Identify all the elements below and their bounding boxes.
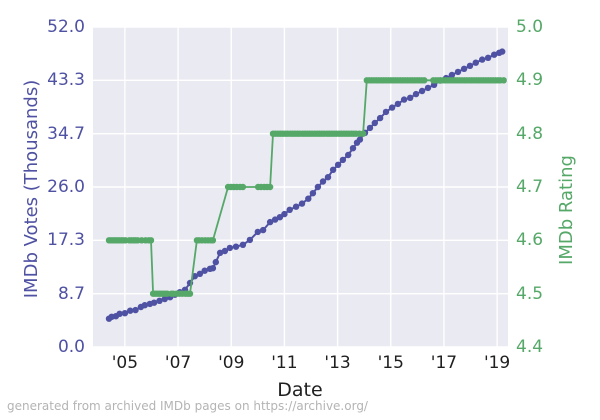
votes-point [132, 306, 139, 314]
votes-point [286, 206, 293, 213]
rating-point [186, 290, 194, 297]
votes-point [121, 310, 129, 317]
y-right-tick-label: 4.5 [516, 283, 544, 304]
votes-point [292, 203, 300, 210]
votes-point [334, 161, 342, 168]
votes-point [201, 267, 208, 274]
x-tick-label: '17 [430, 353, 458, 373]
votes-point [376, 114, 384, 122]
rating-point [359, 130, 367, 137]
votes-point [329, 166, 337, 173]
x-tick-label: '09 [218, 353, 245, 373]
rating-point [421, 77, 428, 84]
rating-point [147, 237, 155, 244]
left-axis-title: IMDb Votes (Thousands) [21, 79, 42, 299]
votes-point [418, 87, 426, 95]
votes-point [349, 145, 357, 152]
votes-point [412, 90, 420, 98]
votes-point [382, 108, 390, 116]
votes-point [400, 96, 408, 103]
votes-point [266, 218, 274, 226]
y-right-tick-label: 4.4 [516, 337, 544, 357]
votes-point [116, 310, 123, 317]
votes-point [371, 119, 378, 127]
votes-point [196, 270, 204, 277]
votes-point [212, 258, 219, 266]
votes-point [150, 299, 158, 306]
votes-point [226, 244, 234, 252]
votes-point [424, 84, 432, 92]
votes-point [491, 51, 498, 58]
votes-point [221, 247, 229, 255]
votes-point [127, 307, 134, 314]
votes-point [356, 136, 364, 143]
y-left-tick-label: 43.3 [47, 70, 85, 91]
rating-point [209, 237, 217, 244]
votes-point [141, 302, 148, 309]
votes-point [460, 65, 468, 73]
votes-point [254, 228, 261, 236]
votes-point [319, 178, 327, 185]
y-left-tick-label: 52.0 [47, 17, 85, 37]
votes-point [309, 190, 317, 197]
votes-point [276, 214, 284, 221]
right-axis-title: IMDb Rating [556, 155, 577, 265]
rating-point [239, 183, 247, 191]
votes-point [239, 241, 247, 248]
votes-point [216, 249, 224, 256]
votes-point [271, 216, 279, 223]
votes-point [305, 195, 312, 202]
y-left-tick-label: 0.0 [57, 337, 85, 357]
x-tick-label: '13 [324, 353, 351, 373]
y-left-tick-label: 34.7 [47, 123, 85, 144]
rating-point [266, 183, 274, 191]
x-tick-label: '15 [377, 353, 404, 373]
y-left-tick-label: 8.7 [57, 283, 85, 304]
y-left-tick-label: 26.0 [47, 177, 85, 197]
votes-point [161, 295, 168, 303]
y-right-tick-label: 4.6 [516, 230, 544, 251]
votes-point [324, 174, 332, 181]
votes-point [484, 54, 492, 61]
votes-point [314, 183, 322, 191]
votes-point [298, 200, 306, 207]
y-right-tick-label: 4.8 [516, 123, 544, 144]
x-tick-label: '11 [271, 353, 298, 373]
y-left-tick-label: 17.3 [47, 230, 85, 251]
votes-point [345, 151, 352, 159]
x-axis-title: Date [277, 379, 323, 401]
y-right-tick-label: 4.7 [516, 177, 544, 197]
x-tick-label: '19 [483, 353, 511, 373]
votes-point [388, 104, 396, 111]
y-right-tick-label: 4.9 [516, 70, 544, 91]
votes-point [156, 297, 163, 304]
votes-point [466, 62, 474, 69]
rating-point [500, 77, 507, 84]
votes-point [232, 243, 240, 250]
votes-point [454, 68, 462, 76]
votes-point [448, 71, 456, 79]
y-right-tick-label: 5.0 [516, 17, 544, 37]
votes-point [479, 56, 486, 63]
source-note: generated from archived IMDb pages on ht… [7, 399, 368, 413]
votes-point [472, 59, 479, 66]
votes-point [246, 236, 254, 244]
votes-point [366, 124, 374, 132]
x-tick-label: '07 [164, 353, 192, 373]
votes-point [407, 94, 414, 102]
votes-point [281, 210, 288, 218]
votes-point [259, 226, 267, 234]
x-tick-label: '05 [111, 353, 139, 373]
votes-point [209, 265, 217, 272]
votes-point [394, 100, 402, 108]
votes-point [339, 156, 347, 164]
votes-point [499, 48, 506, 55]
